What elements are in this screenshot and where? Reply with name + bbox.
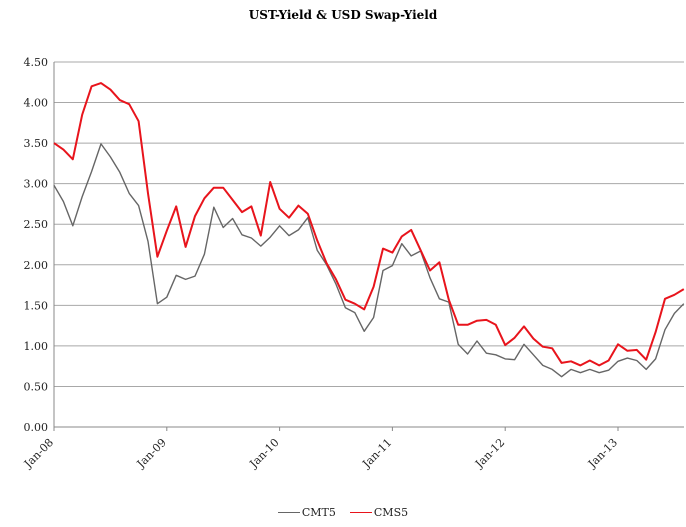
x-tick-labels: Jan-08 Jan-09 Jan-10 Jan-11 Jan-12 Jan-13 <box>21 436 620 471</box>
x-tick-label: Jan-09 <box>134 436 169 471</box>
legend-label-cmt5: CMT5 <box>301 506 336 519</box>
series-line-cms5 <box>53 82 685 367</box>
legend-item-cms5: CMS5 <box>349 506 409 519</box>
legend-label-cms5: CMS5 <box>373 506 409 519</box>
legend: CMT5 CMS5 <box>0 506 686 519</box>
x-tick-label: Jan-08 <box>21 436 56 471</box>
x-tick-label: Jan-12 <box>472 436 507 471</box>
legend-swatch-cms5 <box>349 512 372 513</box>
axes <box>53 62 684 431</box>
y-tick-label: 1.00 <box>24 340 49 353</box>
y-tick-labels: 0.00 0.50 1.00 1.50 2.00 2.50 3.00 3.50 4.00 4.50 <box>24 56 49 434</box>
y-tick-label: 3.00 <box>24 178 49 191</box>
x-tick-label: Jan-10 <box>247 436 282 471</box>
y-tick-label: 0.50 <box>24 380 49 393</box>
y-tick-label: 4.50 <box>24 56 49 69</box>
y-tick-label: 4.00 <box>24 97 49 110</box>
series-line-cmt5 <box>53 143 685 378</box>
legend-item-cmt5: CMT5 <box>277 506 336 519</box>
y-tick-label: 2.00 <box>24 259 49 272</box>
x-tick-label: Jan-13 <box>585 436 620 471</box>
y-tick-label: 1.50 <box>24 299 49 312</box>
y-tick-label: 3.50 <box>24 137 49 150</box>
y-tick-label: 2.50 <box>24 218 49 231</box>
series-lines <box>53 82 685 378</box>
x-tick-label: Jan-11 <box>359 436 394 471</box>
chart-title: UST-Yield & USD Swap-Yield <box>248 8 438 22</box>
legend-swatch-cmt5 <box>277 512 300 513</box>
y-tick-label: 0.00 <box>24 421 49 434</box>
